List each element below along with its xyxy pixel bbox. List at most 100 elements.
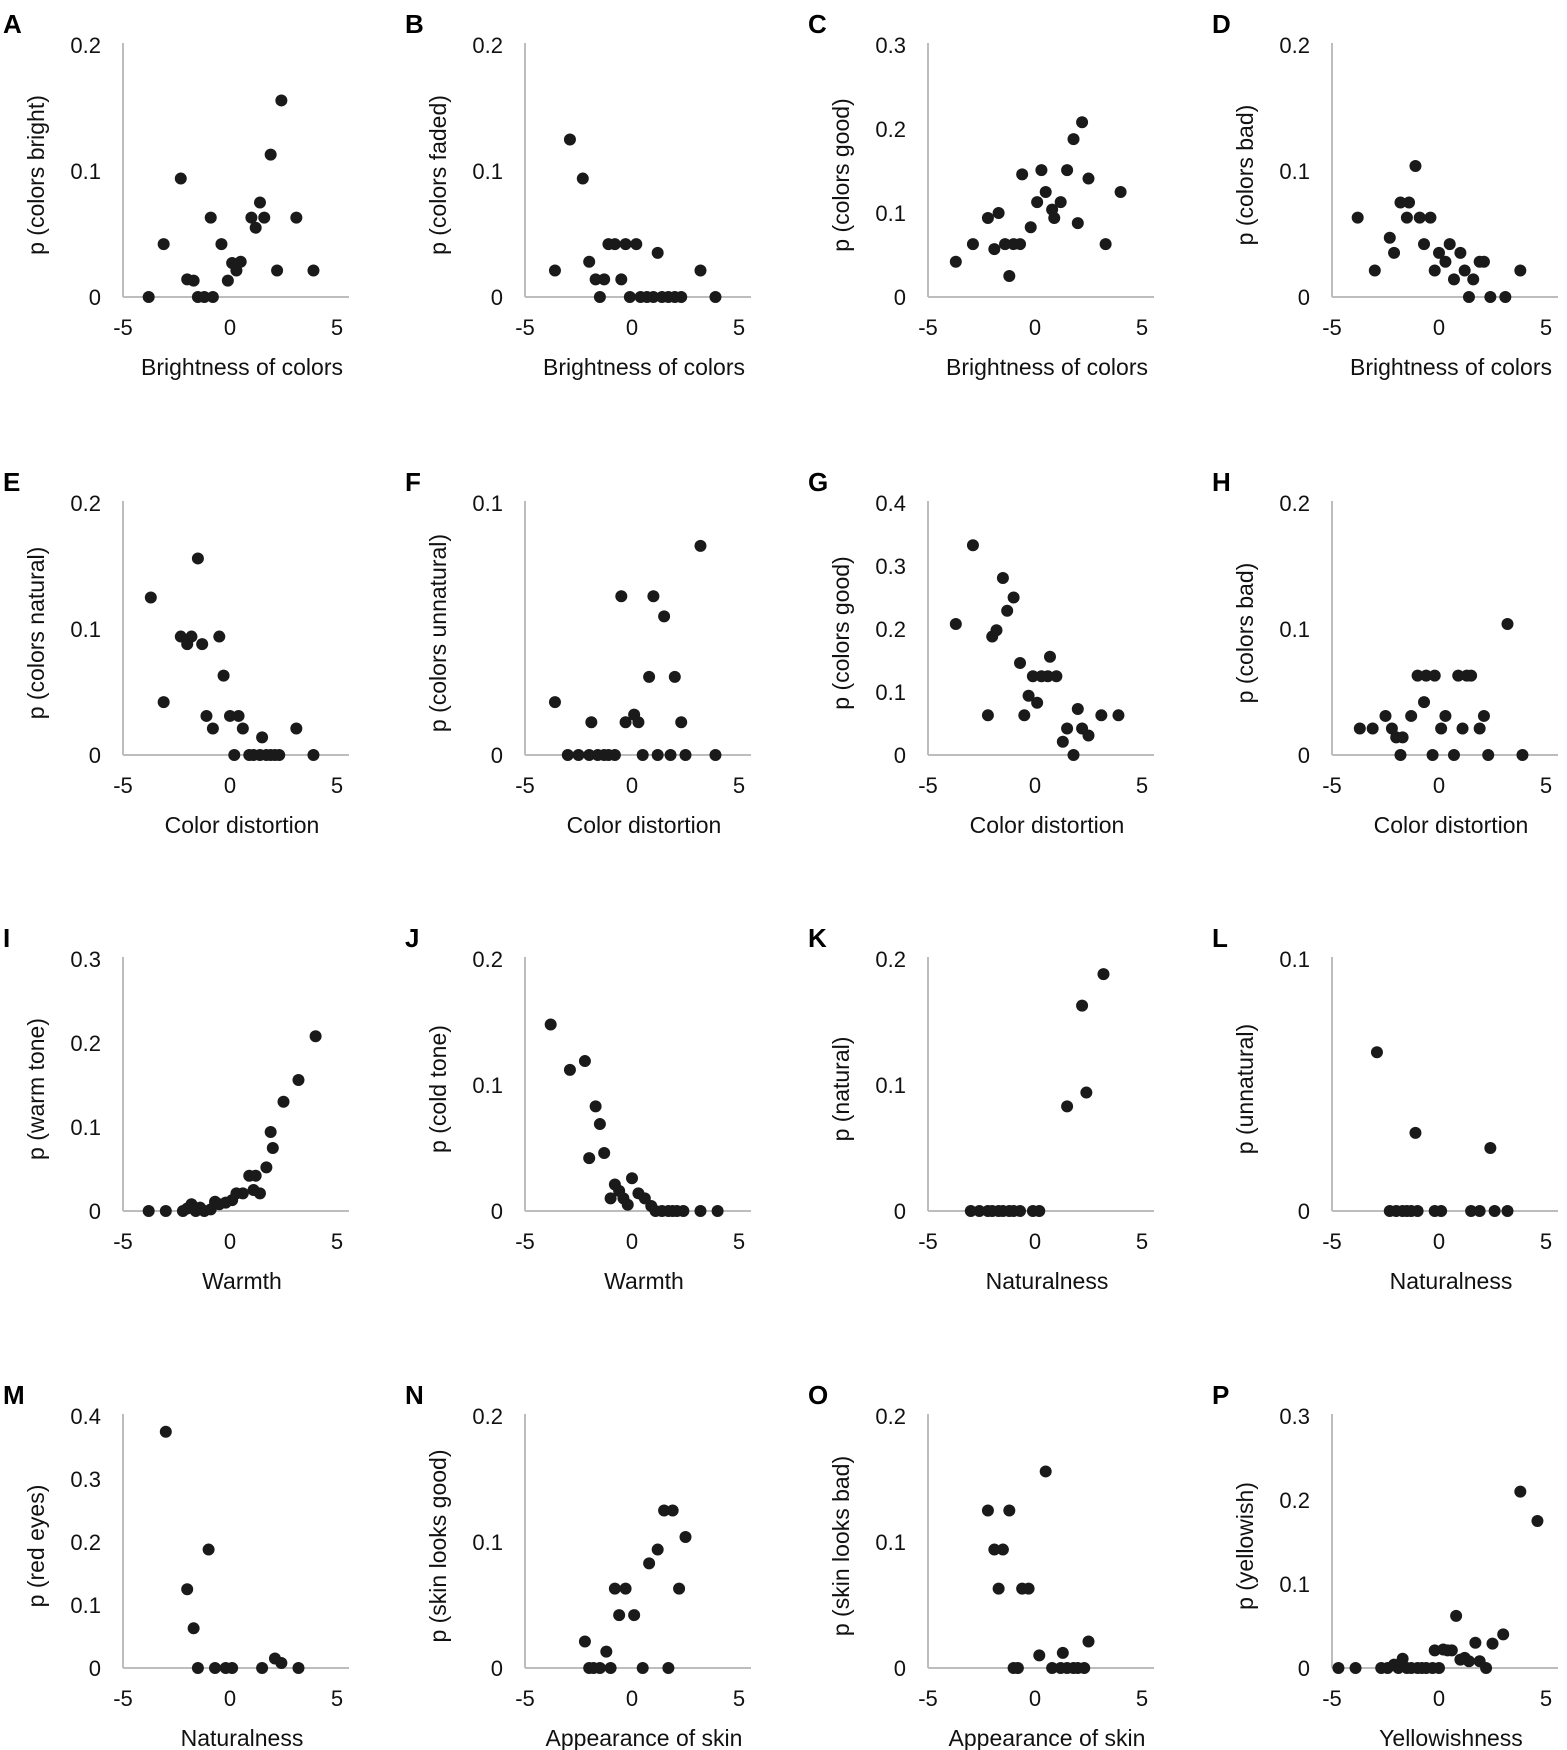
data-point [973,1205,986,1217]
panel-l: L 0 0.1 -5 0 5 Naturalness p (unnatural) [1212,923,1558,1294]
x-tick-label: 5 [733,1229,745,1254]
data-point [589,273,602,286]
data-point [224,709,236,722]
data-point [981,212,994,225]
panel-label: H [1212,467,1231,497]
data-point [668,670,681,683]
x-axis-label: Brightness of colors [946,354,1148,380]
data-point [694,539,707,552]
panel-label: B [405,9,424,39]
data-point [157,696,170,709]
data-point [1477,709,1490,722]
y-tick-label: 0.1 [472,1073,503,1098]
data-point [1420,669,1433,682]
data-point [1368,264,1381,277]
data-point [1046,1662,1059,1674]
x-tick-label: -5 [1322,1229,1342,1254]
panel-a: A 0 0.1 0.2 -5 0 5 Brightness of colors p (color… [3,9,349,380]
panel-label: G [808,467,828,497]
data-point [1501,1205,1514,1217]
data-point [996,571,1009,584]
data-point [245,211,258,224]
data-point [236,1187,249,1200]
data-point [292,1662,305,1674]
data-point [191,1662,204,1674]
x-axis-label: Appearance of skin [949,1725,1146,1750]
data-point [1014,1205,1027,1217]
data-point [651,749,664,761]
data-point [679,1530,692,1543]
panel-k: K 0 0.1 0.2 -5 0 5 Naturalness p (natural) [808,923,1154,1294]
data-point [159,1425,172,1438]
y-axis-label: p (colors bright) [23,95,49,255]
data-point [1024,221,1037,234]
data-point [1396,731,1409,744]
data-point [1488,1205,1501,1217]
data-point [576,172,589,185]
data-point [1409,159,1422,172]
data-point [694,264,707,277]
data-point [990,624,1003,637]
panel-e: E 0 0.1 0.2 -5 0 5 Color distortion p (colors na… [3,467,349,838]
data-point [619,716,632,729]
data-point [604,1192,617,1205]
data-point [1403,196,1416,209]
data-point [651,246,664,259]
x-tick-label: -5 [918,1229,938,1254]
y-axis-label: p (colors bad) [1232,105,1258,246]
y-tick-label: 0.2 [875,617,906,642]
y-tick-label: 0.2 [70,491,101,516]
data-point [234,255,247,268]
data-point [613,1609,626,1622]
data-point [1082,172,1095,185]
data-point [673,1582,686,1595]
y-tick-label: 0.2 [1279,491,1310,516]
data-point [1484,1142,1497,1154]
data-point [1061,722,1074,735]
data-point [253,1187,266,1200]
data-point [1001,604,1014,617]
data-point [981,1504,994,1517]
data-point [988,243,1001,256]
data-point [1035,164,1048,177]
data-point [1061,1100,1074,1113]
x-tick-label: -5 [1322,773,1342,798]
data-point [290,722,303,735]
data-point [1366,722,1379,735]
data-point [198,291,211,303]
y-tick-label: 0.1 [1279,1572,1310,1597]
panel-label: O [808,1380,828,1410]
x-tick-label: 0 [626,773,638,798]
data-point [275,1656,288,1669]
y-tick-label: 0.2 [1279,1488,1310,1513]
x-tick-label: 0 [626,1229,638,1254]
x-tick-label: 5 [1540,1686,1552,1711]
data-point [1112,709,1125,722]
y-tick-label: 0 [491,285,503,310]
panel-label: D [1212,9,1231,39]
x-tick-label: 0 [1029,773,1041,798]
y-tick-label: 0.2 [472,947,503,972]
data-point [1418,238,1431,251]
data-point [159,1205,172,1217]
data-point [1349,1662,1362,1674]
y-tick-label: 0.3 [1279,1404,1310,1429]
data-point [202,1543,215,1556]
panel-label: J [405,923,419,953]
x-tick-label: 0 [626,315,638,340]
x-tick-label: 5 [331,1229,343,1254]
y-tick-label: 0.1 [70,1593,101,1618]
data-point [643,1557,656,1570]
data-point [600,1645,613,1658]
y-tick-label: 0.2 [1279,33,1310,58]
data-point [185,630,198,643]
data-point [144,591,157,604]
y-tick-label: 0.1 [1279,159,1310,184]
y-tick-label: 0 [894,1656,906,1681]
y-tick-label: 0.2 [70,1031,101,1056]
data-point [1413,211,1426,224]
y-tick-label: 0.2 [875,1404,906,1429]
y-tick-label: 0.3 [875,33,906,58]
panel-c: C 0 0.1 0.2 0.3 -5 0 5 Brightness of colors p (co… [808,9,1154,380]
panel-label: E [3,467,20,497]
